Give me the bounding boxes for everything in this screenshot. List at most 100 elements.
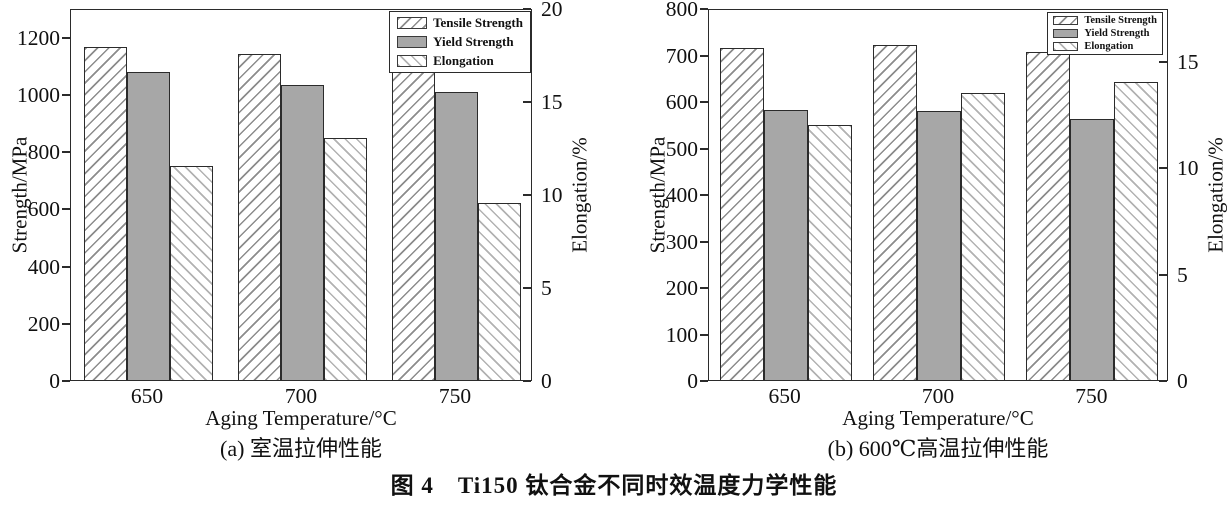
plot-area: Tensile Strength Yield Strength Elongation bbox=[708, 9, 1168, 381]
plot-area: Tensile Strength Yield Strength Elongation bbox=[70, 9, 532, 381]
bar-yield-strength-700 bbox=[917, 111, 961, 380]
right-y-tick-mark bbox=[523, 101, 531, 103]
y-axis-label-right: Elongation/% bbox=[1203, 137, 1228, 253]
bar-elongation-750 bbox=[1114, 82, 1159, 380]
left-y-tick-mark bbox=[62, 36, 70, 39]
x-axis-label: Aging Temperature/°C bbox=[205, 406, 397, 430]
left-y-tick-label: 800 bbox=[665, 0, 698, 21]
x-tick-label: 750 bbox=[438, 384, 472, 408]
left-y-tick-mark bbox=[700, 287, 708, 289]
legend-label: Yield Strength bbox=[1084, 28, 1150, 39]
bar-elongation-650 bbox=[807, 124, 852, 380]
figure-caption: 图 4 Ti150 钛合金不同时效温度力学性能 bbox=[390, 473, 838, 498]
x-tick-label: 700 bbox=[921, 384, 955, 408]
left-y-tick-label: 400 bbox=[27, 254, 60, 279]
right-y-tick-label: 15 bbox=[1177, 50, 1199, 75]
right-y-tick-label: 10 bbox=[541, 183, 563, 207]
panel-subtitle: (b) 600℃高温拉伸性能 bbox=[827, 436, 1049, 461]
left-y-tick-mark bbox=[62, 208, 70, 211]
legend-label: Yield Strength bbox=[433, 34, 514, 49]
x-tick-label: 750 bbox=[1075, 384, 1108, 408]
bar-elongation-650 bbox=[169, 166, 213, 380]
bar-elongation-700 bbox=[323, 138, 367, 380]
legend-item: Tensile Strength bbox=[397, 15, 523, 31]
left-y-tick-label: 0 bbox=[49, 369, 60, 393]
left-y-tick-mark bbox=[700, 101, 708, 103]
right-y-tick-label: 15 bbox=[541, 90, 563, 114]
right-y-tick-label: 0 bbox=[541, 369, 552, 393]
left-y-tick-mark bbox=[62, 265, 70, 268]
legend-label: Elongation bbox=[1084, 41, 1134, 52]
right-y-tick-label: 10 bbox=[1177, 156, 1199, 181]
right-y-tick-mark bbox=[1159, 167, 1167, 170]
bar-tensile-strength-700 bbox=[873, 45, 917, 380]
bar-yield-strength-650 bbox=[126, 72, 170, 380]
right-y-tick-mark bbox=[1159, 380, 1167, 382]
bar-elongation-750 bbox=[477, 203, 521, 380]
bar-tensile-strength-700 bbox=[237, 53, 281, 380]
left-y-tick-mark bbox=[700, 147, 708, 150]
bar-tensile-strength-750 bbox=[1026, 52, 1071, 380]
bar-tensile-strength-650 bbox=[83, 46, 127, 380]
right-y-tick-mark bbox=[523, 380, 531, 382]
left-y-tick-mark bbox=[700, 194, 708, 196]
x-tick-label: 650 bbox=[768, 384, 801, 408]
left-y-tick-label: 600 bbox=[27, 197, 60, 222]
left-y-tick-label: 800 bbox=[27, 140, 60, 165]
left-y-tick-label: 700 bbox=[665, 43, 698, 68]
left-y-tick-label: 200 bbox=[665, 276, 698, 300]
right-y-tick-label: 5 bbox=[1177, 262, 1188, 287]
legend-swatch-hatch-fwd-icon bbox=[1053, 16, 1079, 25]
bar-yield-strength-700 bbox=[280, 85, 324, 380]
left-y-tick-label: 600 bbox=[665, 90, 698, 114]
left-y-tick-label: 300 bbox=[665, 229, 698, 254]
left-y-tick-mark bbox=[700, 333, 708, 336]
left-y-tick-label: 100 bbox=[665, 322, 698, 347]
right-y-tick-mark bbox=[523, 194, 531, 196]
left-y-tick-mark bbox=[62, 151, 70, 154]
x-axis-label: Aging Temperature/°C bbox=[842, 406, 1034, 430]
legend-swatch-solid-icon bbox=[1053, 29, 1079, 38]
chart-panel-a: Tensile Strength Yield Strength Elongation… bbox=[0, 0, 614, 470]
left-y-tick-label: 400 bbox=[665, 183, 698, 207]
bar-elongation-700 bbox=[961, 93, 1005, 380]
legend-item: Yield Strength bbox=[1053, 28, 1157, 39]
left-y-tick-label: 1200 bbox=[17, 25, 60, 50]
right-y-tick-mark bbox=[523, 287, 531, 289]
bar-yield-strength-750 bbox=[1070, 118, 1115, 380]
bar-tensile-strength-750 bbox=[391, 66, 435, 380]
bar-yield-strength-650 bbox=[763, 110, 808, 380]
right-y-tick-mark bbox=[1159, 61, 1167, 64]
left-y-tick-mark bbox=[700, 380, 708, 382]
right-y-tick-mark bbox=[523, 8, 531, 10]
left-y-tick-mark bbox=[62, 380, 70, 382]
legend: Tensile Strength Yield Strength Elongation bbox=[1047, 12, 1163, 55]
left-y-tick-label: 0 bbox=[687, 369, 698, 393]
chart-panel-b: Tensile Strength Yield Strength Elongation… bbox=[614, 0, 1228, 470]
bar-yield-strength-750 bbox=[434, 92, 478, 380]
left-y-tick-label: 1000 bbox=[17, 82, 60, 107]
x-tick-label: 650 bbox=[130, 384, 164, 408]
legend-label: Tensile Strength bbox=[433, 15, 523, 30]
bar-tensile-strength-650 bbox=[719, 47, 764, 380]
legend-swatch-hatch-bwd-icon bbox=[1053, 42, 1079, 51]
x-tick-label: 700 bbox=[284, 384, 318, 408]
left-y-tick-mark bbox=[700, 240, 708, 243]
left-y-tick-mark bbox=[62, 322, 70, 325]
legend-label: Tensile Strength bbox=[1084, 15, 1157, 26]
legend-item: Elongation bbox=[1053, 41, 1157, 52]
left-y-tick-mark bbox=[700, 8, 708, 10]
legend-label: Elongation bbox=[433, 53, 494, 68]
right-y-tick-mark bbox=[1159, 273, 1167, 276]
legend-swatch-hatch-bwd-icon bbox=[397, 55, 428, 67]
legend-item: Yield Strength bbox=[397, 34, 523, 50]
legend-item: Elongation bbox=[397, 53, 523, 69]
left-y-tick-label: 500 bbox=[665, 136, 698, 161]
left-y-tick-label: 200 bbox=[27, 311, 60, 336]
legend-swatch-hatch-fwd-icon bbox=[397, 17, 428, 29]
left-y-tick-mark bbox=[62, 93, 70, 96]
right-y-tick-label: 5 bbox=[541, 276, 552, 300]
legend: Tensile Strength Yield Strength Elongation bbox=[389, 11, 531, 73]
legend-swatch-solid-icon bbox=[397, 36, 428, 48]
